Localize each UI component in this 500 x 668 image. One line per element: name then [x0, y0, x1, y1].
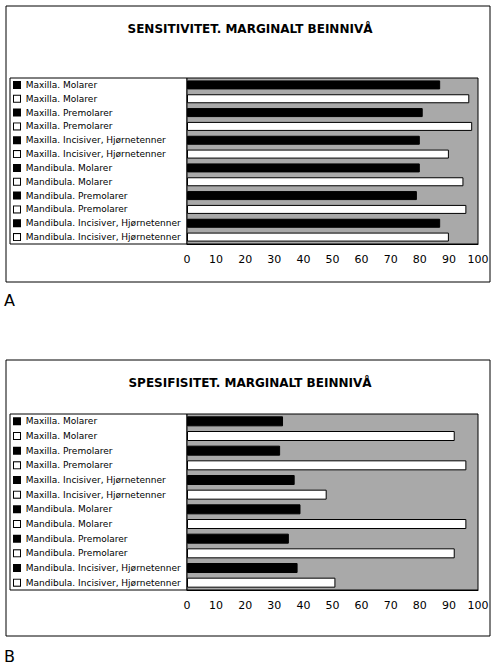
svg-text:Maxilla. Premolarer: Maxilla. Premolarer: [20, 460, 113, 470]
svg-text:Maxilla. Premolarer: Maxilla. Premolarer: [20, 108, 113, 118]
svg-text:60: 60: [355, 599, 369, 612]
svg-text:40: 40: [296, 253, 310, 266]
svg-text:0: 0: [184, 599, 191, 612]
svg-text:40: 40: [296, 599, 310, 612]
svg-text:20: 20: [238, 253, 252, 266]
svg-text:30: 30: [267, 599, 281, 612]
svg-text:70: 70: [384, 253, 398, 266]
svg-text:Maxilla. Incisiver, Hjørnetenn: Maxilla. Incisiver, Hjørnetenner: [20, 475, 166, 485]
svg-text:50: 50: [326, 253, 340, 266]
svg-text:Maxilla. Premolarer: Maxilla. Premolarer: [20, 446, 113, 456]
svg-text:Maxilla. Molarer: Maxilla. Molarer: [20, 80, 97, 90]
svg-text:10: 10: [209, 253, 223, 266]
svg-text:80: 80: [413, 253, 427, 266]
svg-text:Mandibula. Incisiver, Hjørnete: Mandibula. Incisiver, Hjørnetenner: [20, 232, 181, 242]
svg-text:60: 60: [355, 253, 369, 266]
svg-text:SENSITIVITET. MARGINALT BEINNI: SENSITIVITET. MARGINALT BEINNIVÅ: [128, 21, 374, 36]
svg-text:Mandibula. Premolarer: Mandibula. Premolarer: [20, 204, 128, 214]
svg-text:Mandibula. Premolarer: Mandibula. Premolarer: [20, 191, 128, 201]
svg-text:SPESIFISITET. MARGINALT BEINNI: SPESIFISITET. MARGINALT BEINNIVÅ: [128, 375, 372, 390]
svg-text:20: 20: [238, 599, 252, 612]
svg-text:100: 100: [468, 253, 489, 266]
svg-text:B: B: [4, 647, 15, 666]
svg-text:Mandibula. Incisiver, Hjørnete: Mandibula. Incisiver, Hjørnetenner: [20, 218, 181, 228]
svg-text:Maxilla. Molarer: Maxilla. Molarer: [20, 94, 97, 104]
svg-text:Maxilla. Molarer: Maxilla. Molarer: [20, 416, 97, 426]
svg-text:Mandibula. Incisiver, Hjørnete: Mandibula. Incisiver, Hjørnetenner: [20, 563, 181, 573]
svg-text:70: 70: [384, 599, 398, 612]
svg-text:50: 50: [326, 599, 340, 612]
svg-text:Mandibula. Molarer: Mandibula. Molarer: [20, 519, 112, 529]
svg-text:90: 90: [442, 599, 456, 612]
svg-text:Mandibula. Molarer: Mandibula. Molarer: [20, 504, 112, 514]
svg-text:30: 30: [267, 253, 281, 266]
svg-text:0: 0: [184, 253, 191, 266]
svg-text:Mandibula. Premolarer: Mandibula. Premolarer: [20, 548, 128, 558]
svg-text:100: 100: [468, 599, 489, 612]
svg-text:80: 80: [413, 599, 427, 612]
svg-text:Maxilla. Premolarer: Maxilla. Premolarer: [20, 121, 113, 131]
svg-text:Maxilla. Molarer: Maxilla. Molarer: [20, 431, 97, 441]
svg-text:Maxilla. Incisiver, Hjørnetenn: Maxilla. Incisiver, Hjørnetenner: [20, 149, 166, 159]
svg-text:90: 90: [442, 253, 456, 266]
svg-text:10: 10: [209, 599, 223, 612]
svg-text:Mandibula. Incisiver, Hjørnete: Mandibula. Incisiver, Hjørnetenner: [20, 578, 181, 588]
svg-text:Mandibula. Molarer: Mandibula. Molarer: [20, 177, 112, 187]
svg-text:Mandibula. Molarer: Mandibula. Molarer: [20, 163, 112, 173]
svg-text:Maxilla. Incisiver, Hjørnetenn: Maxilla. Incisiver, Hjørnetenner: [20, 135, 166, 145]
svg-text:Mandibula. Premolarer: Mandibula. Premolarer: [20, 534, 128, 544]
svg-text:Maxilla. Incisiver, Hjørnetenn: Maxilla. Incisiver, Hjørnetenner: [20, 490, 166, 500]
svg-text:A: A: [4, 291, 15, 310]
